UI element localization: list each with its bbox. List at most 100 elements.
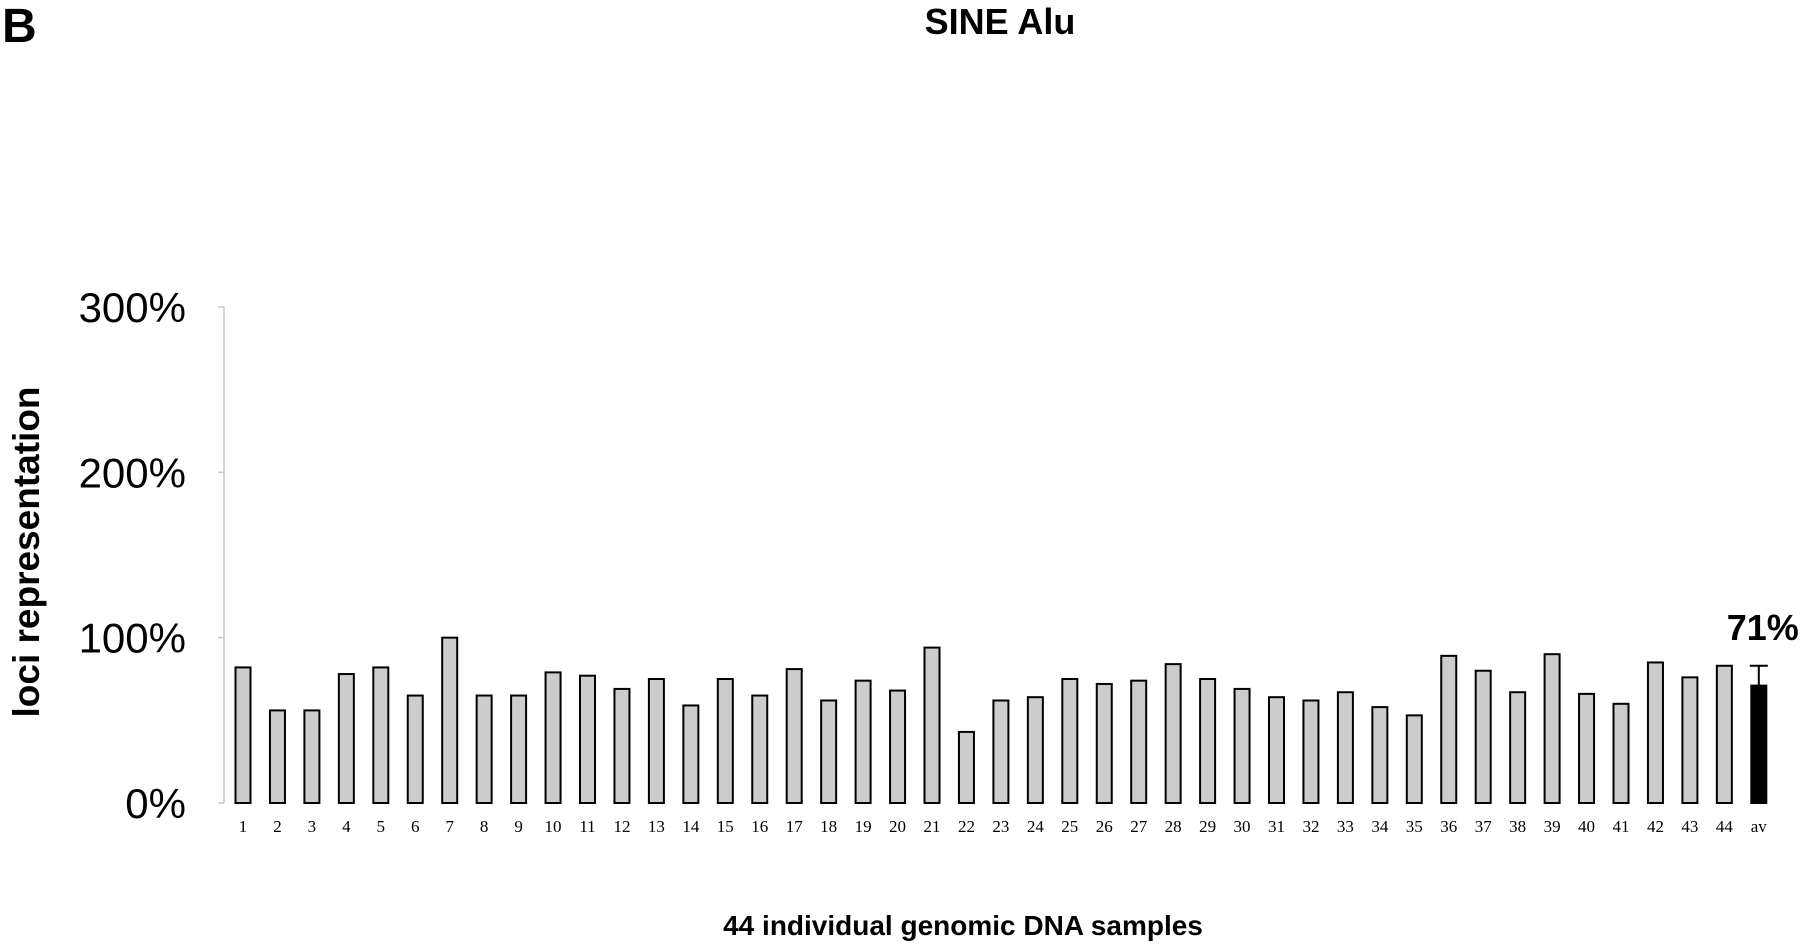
bar-2 (268, 709, 286, 804)
bar-24 (1026, 696, 1044, 804)
bar-37 (1474, 669, 1492, 804)
x-tick-label-22: 22 (958, 817, 975, 836)
bar-1 (234, 666, 252, 805)
x-tick-label-11: 11 (579, 817, 595, 836)
x-tick-label-20: 20 (889, 817, 906, 836)
x-tick-label-13: 13 (648, 817, 665, 836)
x-tick-label-31: 31 (1268, 817, 1285, 836)
x-tick-label-2: 2 (273, 817, 282, 836)
bar-12 (613, 687, 631, 804)
x-tick-label-5: 5 (377, 817, 386, 836)
bar-3 (303, 709, 321, 804)
bar-21 (923, 646, 941, 804)
x-tick-label-28: 28 (1165, 817, 1182, 836)
x-tick-label-8: 8 (480, 817, 489, 836)
annotation-average: 71% (1727, 607, 1799, 648)
x-tick-label-19: 19 (855, 817, 872, 836)
x-tick-label-10: 10 (545, 817, 562, 836)
bar-10 (544, 671, 562, 804)
chart-title: SINE Alu (925, 1, 1076, 42)
bar-41 (1612, 702, 1630, 804)
x-tick-label-12: 12 (613, 817, 630, 836)
x-tick-label-38: 38 (1509, 817, 1526, 836)
bar-av (1750, 684, 1768, 805)
x-tick-label-34: 34 (1371, 817, 1389, 836)
bar-34 (1371, 706, 1389, 805)
bar-31 (1268, 696, 1285, 804)
bar-26 (1095, 682, 1113, 805)
x-tick-label-40: 40 (1578, 817, 1595, 836)
x-tick-label-27: 27 (1130, 817, 1148, 836)
x-tick-label-7: 7 (445, 817, 454, 836)
x-tick-label-30: 30 (1234, 817, 1251, 836)
bar-30 (1233, 687, 1251, 804)
y-tick-label: 300% (79, 284, 186, 331)
bar-36 (1440, 654, 1458, 804)
bar-11 (579, 674, 596, 805)
bar-35 (1405, 714, 1423, 805)
bar-40 (1578, 692, 1596, 805)
x-tick-label-9: 9 (514, 817, 523, 836)
bar-28 (1164, 663, 1182, 804)
bar-18 (820, 699, 838, 805)
x-tick-label-21: 21 (924, 817, 941, 836)
bar-16 (751, 694, 769, 804)
y-axis-label: loci representation (6, 386, 47, 717)
bar-20 (889, 689, 907, 804)
x-tick-label-23: 23 (992, 817, 1009, 836)
bar-7 (441, 636, 459, 805)
bar-32 (1302, 699, 1320, 805)
x-tick-label-35: 35 (1406, 817, 1423, 836)
bar-17 (785, 668, 803, 805)
bar-38 (1509, 691, 1527, 805)
x-tick-label-15: 15 (717, 817, 734, 836)
x-tick-label-42: 42 (1647, 817, 1664, 836)
bar-13 (647, 678, 665, 804)
x-tick-label-18: 18 (820, 817, 837, 836)
y-tick-label: 100% (79, 615, 186, 662)
x-tick-label-14: 14 (682, 817, 700, 836)
x-tick-label-25: 25 (1061, 817, 1078, 836)
x-tick-label-av: av (1751, 817, 1768, 836)
bar-39 (1543, 653, 1561, 805)
bar-6 (406, 694, 424, 804)
x-tick-label-41: 41 (1613, 817, 1630, 836)
annotations: 71% (1727, 607, 1799, 686)
bar-8 (475, 694, 493, 804)
bar-4 (337, 673, 355, 804)
x-axis-label: 44 individual genomic DNA samples (723, 910, 1203, 941)
bar-22 (957, 730, 975, 805)
bar-29 (1199, 678, 1217, 804)
x-tick-labels: 1 2 3 4 5 6 7 8 9 10 11 12 13 14 15 16 17 18 19 20 21 22 23 24 2… (239, 817, 1768, 836)
bar-5 (372, 666, 390, 805)
bar-25 (1061, 678, 1079, 804)
bar-44 (1715, 664, 1733, 804)
x-tick-label-16: 16 (751, 817, 768, 836)
bars (234, 636, 1768, 805)
x-tick-label-44: 44 (1716, 817, 1734, 836)
panel-label: B (2, 0, 37, 53)
bar-23 (992, 699, 1010, 805)
x-tick-label-4: 4 (342, 817, 351, 836)
bar-15 (716, 678, 734, 804)
x-tick-label-1: 1 (239, 817, 248, 836)
x-tick-label-43: 43 (1681, 817, 1698, 836)
x-tick-label-36: 36 (1440, 817, 1457, 836)
bar-14 (682, 704, 700, 804)
y-tick-label: 0% (125, 780, 186, 827)
y-axis: 0% 100% 200% 300% (79, 284, 225, 827)
x-tick-label-33: 33 (1337, 817, 1354, 836)
bar-19 (854, 679, 872, 804)
x-tick-label-3: 3 (308, 817, 317, 836)
x-tick-label-32: 32 (1302, 817, 1319, 836)
x-tick-label-6: 6 (411, 817, 420, 836)
x-tick-label-37: 37 (1475, 817, 1493, 836)
x-tick-label-29: 29 (1199, 817, 1216, 836)
bar-43 (1681, 676, 1699, 805)
x-tick-label-39: 39 (1544, 817, 1561, 836)
bar-42 (1646, 661, 1664, 805)
x-tick-label-26: 26 (1096, 817, 1113, 836)
bar-33 (1336, 691, 1354, 805)
bar-9 (510, 694, 528, 804)
